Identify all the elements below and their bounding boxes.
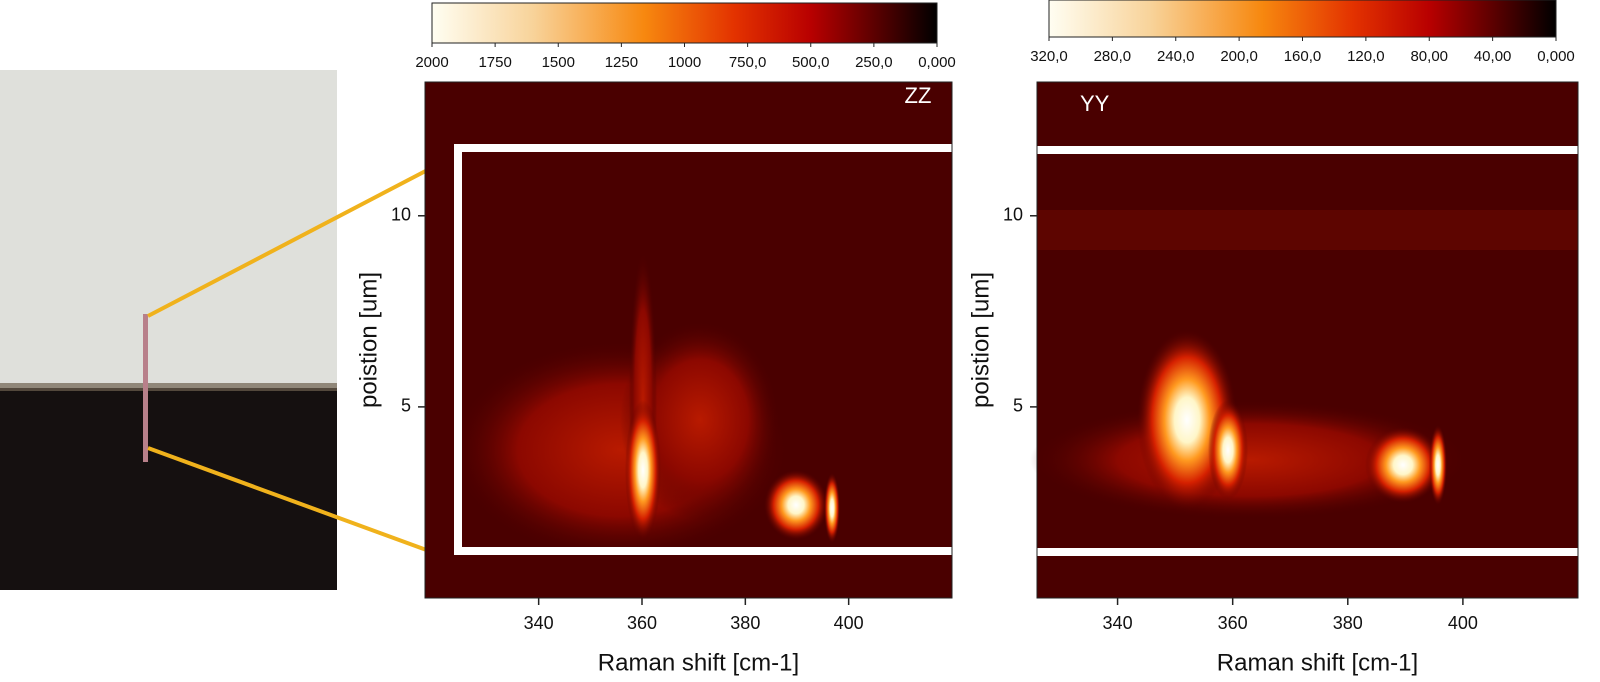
colorbar-tick-label: 0,000 [918,54,956,71]
colorbar-tick-label: 280,0 [1094,48,1132,65]
colorbar-tick-label: 500,0 [792,54,830,71]
colorbar-tick-label: 1500 [542,54,575,71]
colorbar [431,2,938,44]
x-tick-label: 360 [627,613,657,633]
colorbar [1048,0,1557,38]
x-tick-label: 400 [834,613,864,633]
colorbar-tick-label: 750,0 [729,54,767,71]
heatmap-image [425,82,960,598]
x-tick-label: 400 [1448,613,1478,633]
colorbar-tick-label: 2000 [415,54,448,71]
colorbar-tick-label: 240,0 [1157,48,1195,65]
colorbar-tick-label: 1000 [668,54,701,71]
x-tick-label: 380 [1333,613,1363,633]
colorbar-tick-label: 200,0 [1220,48,1258,65]
x-axis-label: Raman shift [cm-1] [1217,649,1418,676]
x-tick-label: 340 [1103,613,1133,633]
y-tick-label: 10 [391,205,411,225]
annotation: YY [1080,91,1110,116]
colorbar-tick-label: 250,0 [855,54,893,71]
y-tick-label: 10 [1003,205,1023,225]
y-axis-label: poistion [um] [967,272,994,408]
y-tick-label: 5 [401,396,411,416]
x-tick-label: 360 [1218,613,1248,633]
plot-frame [424,81,953,599]
photo [0,70,337,590]
x-tick-label: 380 [730,613,760,633]
x-axis-label: Raman shift [cm-1] [598,649,799,676]
zoom-line [147,446,463,565]
heatmap-image [1030,82,1578,598]
colorbar-tick-label: 0,000 [1537,48,1575,65]
annotation: ZZ [905,83,932,108]
y-tick-label: 5 [1013,396,1023,416]
colorbar-tick-label: 80,00 [1410,48,1448,65]
colorbar-tick-label: 320,0 [1030,48,1068,65]
zoom-line [147,150,463,318]
colorbar-tick-label: 120,0 [1347,48,1385,65]
y-axis-label: poistion [um] [355,272,382,408]
colorbar-tick-label: 1750 [478,54,511,71]
colorbar-tick-label: 40,00 [1474,48,1512,65]
x-tick-label: 340 [524,613,554,633]
plot-frame [1036,81,1579,599]
colorbar-tick-label: 160,0 [1284,48,1322,65]
colorbar-tick-label: 1250 [605,54,638,71]
